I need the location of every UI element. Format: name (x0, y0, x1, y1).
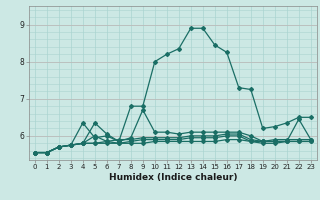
X-axis label: Humidex (Indice chaleur): Humidex (Indice chaleur) (108, 173, 237, 182)
